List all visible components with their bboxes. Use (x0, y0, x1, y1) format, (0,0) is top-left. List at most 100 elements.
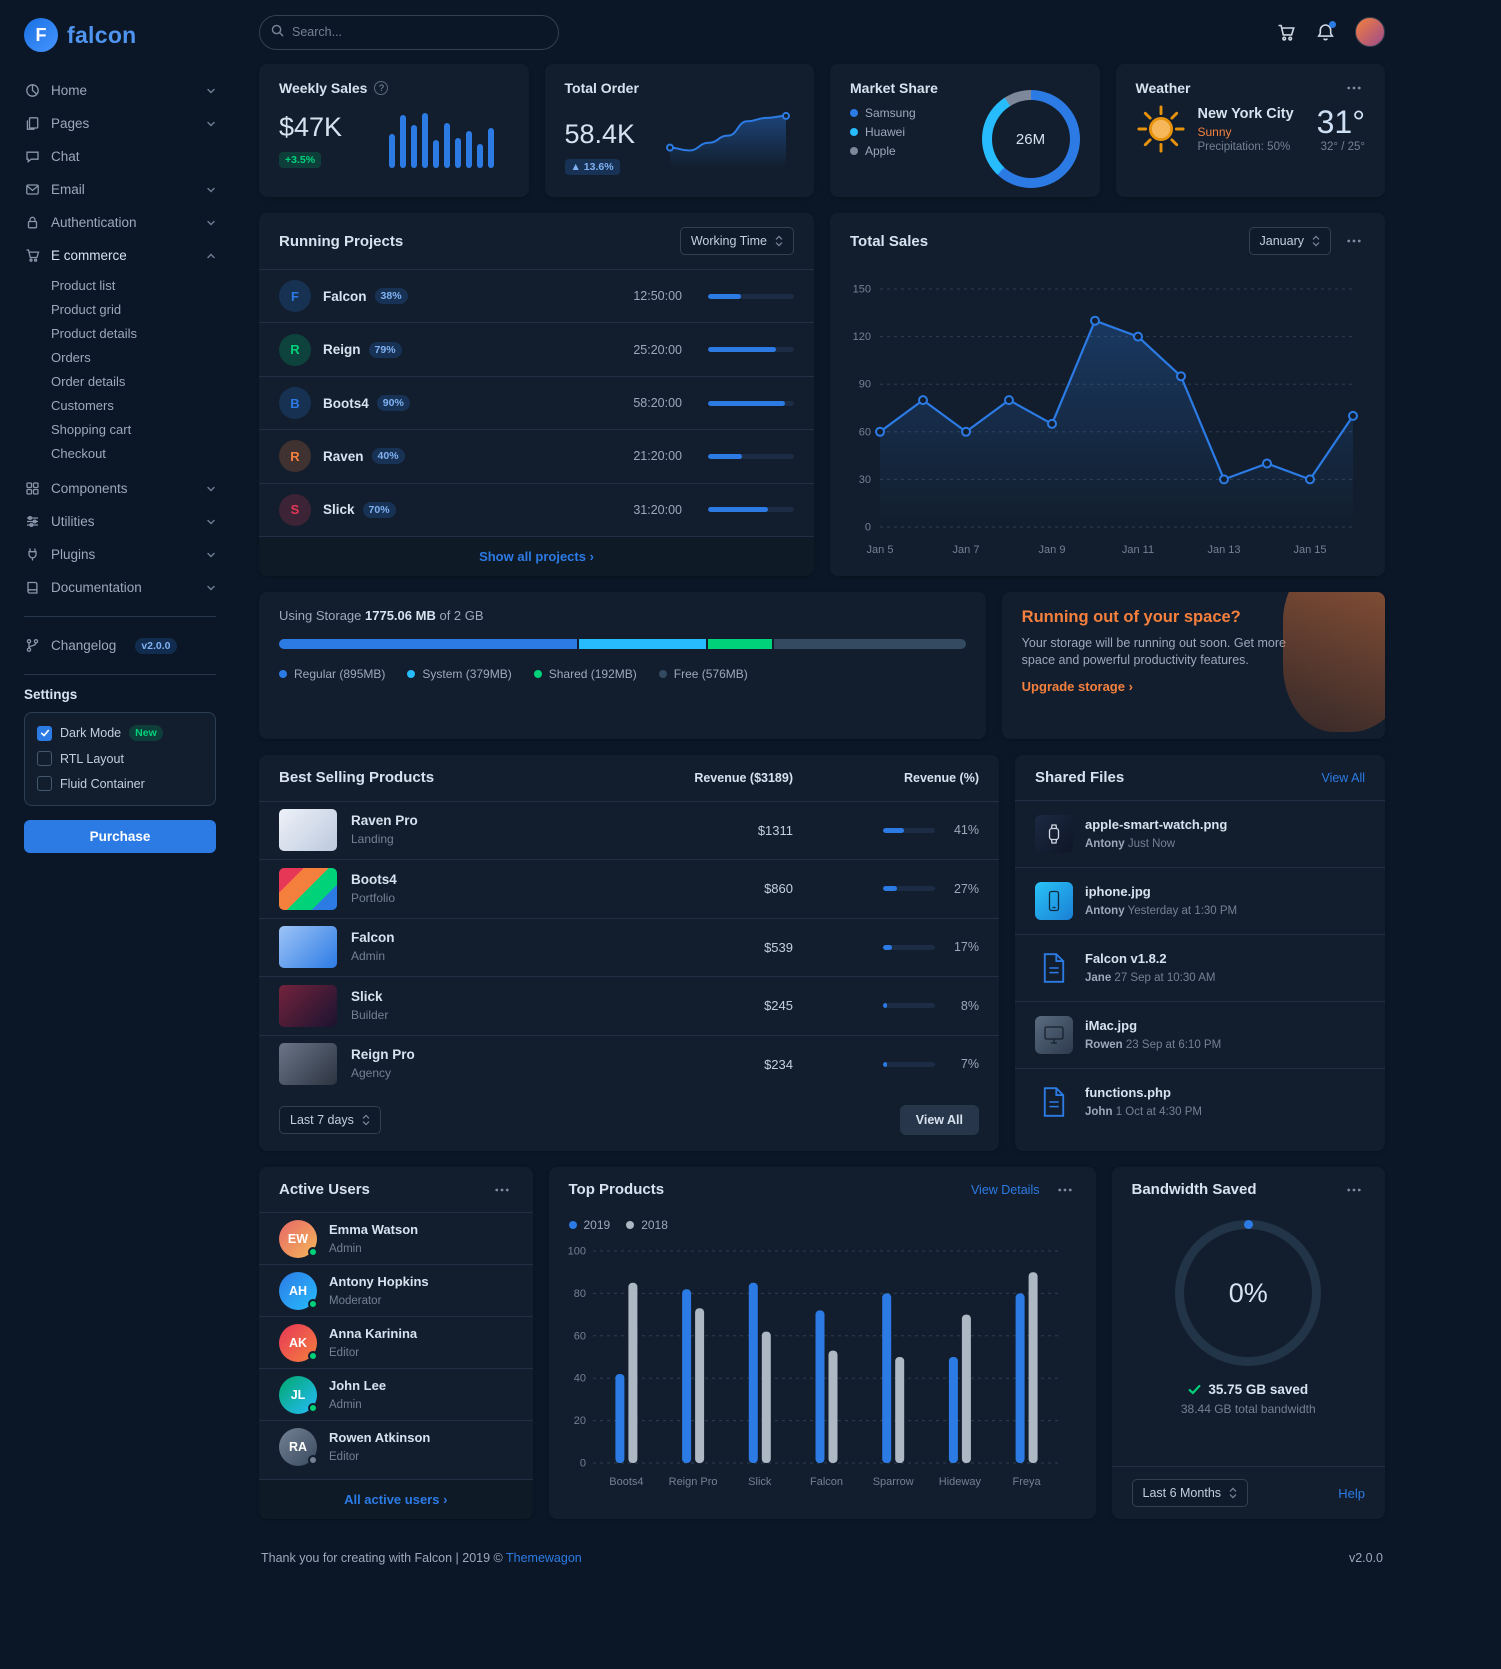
list-item[interactable]: iMac.jpg Rowen 23 Sep at 6:10 PM (1015, 1001, 1385, 1068)
sidebar-item-orders[interactable]: Orders (51, 350, 91, 365)
project-row[interactable]: B Boots4 90% 58:20:00 (259, 375, 814, 429)
chevron-down-icon (206, 86, 216, 96)
card-menu-icon[interactable] (1054, 1184, 1076, 1196)
sidebar-item-product-details[interactable]: Product details (51, 326, 137, 341)
card-menu-icon[interactable] (1343, 82, 1365, 94)
sidebar-item-chat[interactable]: Chat (24, 140, 216, 173)
list-item[interactable]: JL John Lee Admin (259, 1368, 533, 1420)
show-all-projects-link[interactable]: Show all projects › (479, 549, 594, 565)
sidebar-item-plugins[interactable]: Plugins (24, 538, 216, 571)
sidebar-item-documentation[interactable]: Documentation (24, 571, 216, 604)
table-row[interactable]: Raven Pro Landing $1311 41% (259, 800, 999, 859)
file-time: 27 Sep at 10:30 AM (1114, 972, 1216, 984)
divider (24, 674, 216, 675)
user-role: Moderator (329, 1294, 382, 1307)
list-item[interactable]: AH Antony Hopkins Moderator (259, 1264, 533, 1316)
project-row[interactable]: R Raven 40% 21:20:00 (259, 429, 814, 482)
chevron-down-icon (206, 218, 216, 228)
sidebar-item-ecommerce[interactable]: E commerce (24, 239, 216, 272)
list-item[interactable]: EW Emma Watson Admin (259, 1212, 533, 1264)
card-menu-icon[interactable] (1343, 1184, 1365, 1196)
footer-version: v2.0.0 (1348, 1551, 1383, 1565)
checkbox-icon[interactable] (37, 725, 52, 741)
sidebar-item-email[interactable]: Email (24, 173, 216, 206)
sidebar-item-authentication[interactable]: Authentication (24, 206, 216, 239)
divider (24, 616, 216, 617)
all-active-users-link[interactable]: All active users › (344, 1492, 448, 1507)
sort-icon (1312, 235, 1320, 247)
sidebar-item-order-details[interactable]: Order details (51, 374, 126, 389)
sidebar-item-checkout[interactable]: Checkout (51, 446, 106, 461)
working-time-select[interactable]: Working Time (679, 227, 794, 255)
view-all-button[interactable]: View All (899, 1105, 979, 1136)
search-input[interactable] (259, 14, 559, 50)
themewagon-link[interactable]: Themewagon (506, 1551, 582, 1565)
table-row[interactable]: Slick Builder $245 8% (259, 976, 999, 1034)
sidebar-item-utilities[interactable]: Utilities (24, 505, 216, 538)
sort-icon (775, 235, 783, 247)
brand-name: falcon (67, 21, 137, 48)
last-7-days-select[interactable]: Last 7 days (279, 1106, 381, 1135)
sidebar-item-product-grid[interactable]: Product grid (51, 302, 122, 317)
chevron-down-icon (206, 517, 216, 527)
sidebar-item-components[interactable]: Components (24, 472, 216, 505)
card-title: Total Order (564, 80, 639, 96)
svg-text:Sparrow: Sparrow (872, 1476, 913, 1488)
online-status-dot (308, 1246, 318, 1257)
sidebar-item-pages[interactable]: Pages (24, 107, 216, 140)
list-item[interactable]: apple-smart-watch.png Antony Just Now (1015, 800, 1385, 867)
list-item[interactable]: Falcon v1.8.2 Jane 27 Sep at 10:30 AM (1015, 934, 1385, 1001)
help-icon[interactable]: ? (374, 81, 389, 95)
list-item[interactable]: iphone.jpg Antony Yesterday at 1:30 PM (1015, 867, 1385, 934)
sidebar-item-shopping-cart[interactable]: Shopping cart (51, 422, 132, 437)
list-item[interactable]: RA Rowen Atkinson Editor (259, 1420, 533, 1472)
rtl-layout-toggle[interactable]: RTL Layout (37, 751, 203, 766)
code-branch-icon (24, 638, 40, 653)
svg-text:Boots4: Boots4 (609, 1476, 643, 1488)
storage-legend-item: Shared (192MB) (533, 667, 637, 681)
option-label: RTL Layout (60, 751, 124, 766)
list-item[interactable]: AK Anna Karinina Editor (259, 1316, 533, 1368)
cart-icon[interactable] (1277, 23, 1296, 42)
offline-status-dot (308, 1454, 318, 1465)
purchase-button[interactable]: Purchase (24, 820, 216, 853)
table-row[interactable]: Reign Pro Agency $234 7% (259, 1034, 999, 1093)
shared-files-view-all-link[interactable]: View All (1321, 770, 1365, 785)
total-sales-card: Total Sales January 0 30 60 90 120 150 Jan 5 Ja… (830, 213, 1385, 576)
card-menu-icon[interactable] (1343, 235, 1365, 247)
help-link[interactable]: Help (1338, 1485, 1365, 1501)
pages-icon (24, 116, 40, 131)
sidebar-item-home[interactable]: Home (24, 74, 216, 107)
user-avatar[interactable] (1355, 17, 1385, 47)
project-name: Raven (323, 448, 364, 464)
stats-row: Weekly Sales ? $47K +3.5% Total Order 58… (259, 64, 1385, 197)
weekly-sales-bar (432, 140, 439, 168)
table-row[interactable]: Boots4 Portfolio $860 27% (259, 859, 999, 917)
avatar: RA (279, 1427, 318, 1466)
project-row[interactable]: F Falcon 38% 12:50:00 (259, 269, 814, 322)
upgrade-storage-link[interactable]: Upgrade storage › (1021, 679, 1133, 694)
last-6-months-select[interactable]: Last 6 Months (1131, 1479, 1249, 1507)
sidebar-item-changelog[interactable]: Changelog v2.0.0 (24, 629, 216, 662)
project-row[interactable]: S Slick 70% 31:20:00 (259, 482, 814, 536)
project-avatar: R (279, 333, 311, 366)
checkbox-icon[interactable] (37, 776, 52, 791)
total-order-chart (662, 106, 794, 175)
view-details-link[interactable]: View Details (970, 1182, 1040, 1197)
card-menu-icon[interactable] (491, 1184, 513, 1196)
dark-mode-toggle[interactable]: Dark Mode New (37, 725, 203, 741)
list-item[interactable]: functions.php John 1 Oct at 4:30 PM (1015, 1068, 1385, 1135)
project-row[interactable]: R Reign 79% 25:20:00 (259, 322, 814, 375)
svg-text:Jan 13: Jan 13 (1207, 544, 1240, 556)
brand[interactable]: F falcon (24, 18, 216, 52)
project-name: Reign (323, 342, 361, 358)
table-row[interactable]: Falcon Admin $539 17% (259, 917, 999, 976)
month-select[interactable]: January (1248, 227, 1331, 255)
sidebar-item-customers[interactable]: Customers (51, 398, 114, 413)
card-title: Weekly Sales (279, 80, 368, 96)
fluid-container-toggle[interactable]: Fluid Container (37, 776, 203, 791)
bell-icon[interactable] (1316, 20, 1336, 42)
checkbox-icon[interactable] (37, 751, 52, 766)
card-title: Market Share (850, 80, 938, 96)
sidebar-item-product-list[interactable]: Product list (51, 278, 116, 293)
